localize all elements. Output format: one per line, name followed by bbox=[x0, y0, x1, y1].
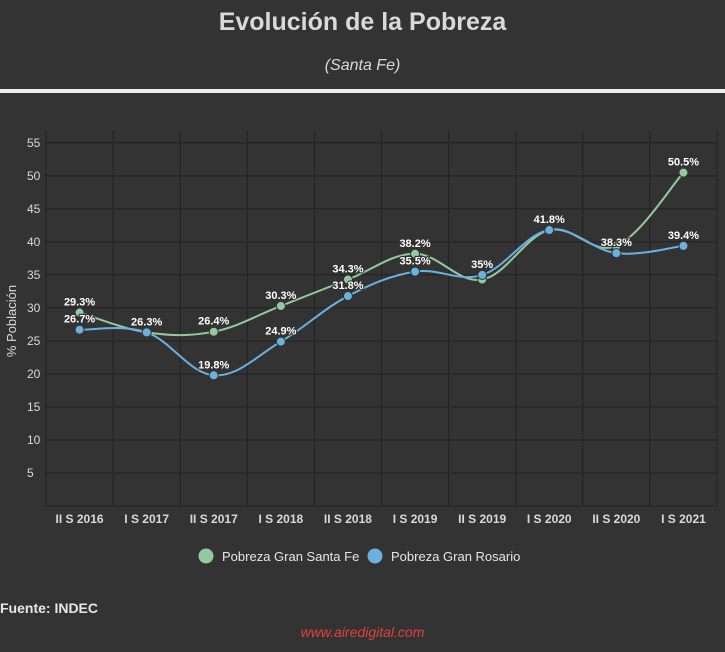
x-tick-label: I S 2021 bbox=[661, 512, 706, 526]
series-line-rosario bbox=[79, 228, 684, 377]
x-tick-label: II S 2016 bbox=[56, 512, 104, 526]
data-point-santa-fe bbox=[342, 274, 353, 285]
data-label: 38.2% bbox=[399, 238, 430, 250]
y-tick-label: 40 bbox=[27, 235, 41, 249]
data-point-rosario bbox=[275, 336, 286, 347]
legend: Pobreza Gran Santa Fe Pobreza Gran Rosari… bbox=[198, 548, 520, 564]
x-tick-label: I S 2018 bbox=[258, 512, 303, 526]
data-label: 24.9% bbox=[265, 326, 296, 338]
data-point-santa-fe bbox=[410, 248, 421, 259]
data-point-rosario bbox=[208, 370, 219, 381]
data-label: 34.3% bbox=[332, 264, 363, 276]
x-tick-label: II S 2018 bbox=[324, 512, 372, 526]
y-axis-label: % Población bbox=[4, 285, 19, 357]
header-divider bbox=[0, 89, 725, 93]
series-lines bbox=[79, 171, 685, 377]
data-label: 26.3% bbox=[131, 316, 162, 328]
data-point-santa-fe bbox=[208, 326, 219, 337]
y-tick-label: 55 bbox=[27, 136, 41, 150]
legend-label: Pobreza Gran Santa Fe bbox=[222, 549, 359, 564]
data-label: 41.8% bbox=[534, 214, 565, 226]
y-axis-ticks: 5 10 15 20 25 30 35 40 45 50 55 bbox=[27, 136, 41, 480]
site-credit: www.airedigital.com bbox=[300, 624, 425, 640]
x-tick-label: II S 2020 bbox=[592, 512, 640, 526]
legend-marker bbox=[367, 548, 383, 564]
data-point-santa-fe bbox=[275, 300, 286, 311]
y-tick-label: 10 bbox=[27, 433, 41, 447]
data-point-rosario bbox=[611, 248, 622, 259]
legend-label: Pobreza Gran Rosario bbox=[391, 549, 520, 564]
data-point-rosario bbox=[544, 225, 555, 236]
y-tick-label: 25 bbox=[27, 334, 41, 348]
y-tick-label: 5 bbox=[27, 466, 34, 480]
y-tick-label: 15 bbox=[27, 400, 41, 414]
data-label: 38.3% bbox=[601, 237, 632, 249]
x-tick-label: I S 2019 bbox=[393, 512, 438, 526]
chart-title: Evolución de la Pobreza bbox=[218, 8, 507, 36]
data-point-rosario bbox=[477, 269, 488, 280]
chart-grid bbox=[45, 131, 718, 507]
data-label: 26.7% bbox=[64, 314, 95, 326]
y-tick-label: 30 bbox=[27, 301, 41, 315]
chart-subtitle: (Santa Fe) bbox=[324, 57, 401, 74]
y-tick-label: 45 bbox=[27, 202, 41, 216]
source-note: Fuente: INDEC bbox=[0, 600, 98, 616]
data-label: 39.4% bbox=[668, 230, 699, 242]
data-label: 29.3% bbox=[64, 297, 95, 309]
x-tick-label: I S 2017 bbox=[124, 512, 169, 526]
data-label: 19.8% bbox=[198, 359, 229, 371]
data-label: 35% bbox=[471, 259, 493, 271]
x-tick-label: II S 2019 bbox=[458, 512, 506, 526]
data-label: 31.8% bbox=[332, 280, 363, 292]
data-labels: 29.3% 26.3% 26.4% 30.3% 34.3% 38.2% 41.8% 50.5%… bbox=[63, 155, 701, 372]
data-point-rosario bbox=[342, 291, 353, 302]
legend-marker bbox=[198, 548, 214, 564]
data-point-rosario bbox=[410, 266, 421, 277]
data-label: 50.5% bbox=[668, 157, 699, 169]
series-points bbox=[74, 167, 689, 381]
data-point-rosario bbox=[678, 240, 689, 251]
data-label: 35.5% bbox=[399, 256, 430, 268]
data-point-rosario bbox=[74, 324, 85, 335]
data-point-santa-fe bbox=[678, 167, 689, 178]
y-tick-label: 50 bbox=[27, 169, 41, 183]
x-tick-label: I S 2020 bbox=[527, 512, 572, 526]
data-label: 30.3% bbox=[265, 290, 296, 302]
x-tick-label: II S 2017 bbox=[190, 512, 238, 526]
data-point-santa-fe bbox=[74, 307, 85, 318]
y-tick-label: 35 bbox=[27, 268, 41, 282]
x-axis-ticks: II S 2016 I S 2017 II S 2017 I S 2018 II S 2… bbox=[56, 512, 707, 526]
data-label: 26.4% bbox=[198, 316, 229, 328]
y-tick-label: 20 bbox=[27, 367, 41, 381]
data-point-rosario bbox=[141, 327, 152, 338]
